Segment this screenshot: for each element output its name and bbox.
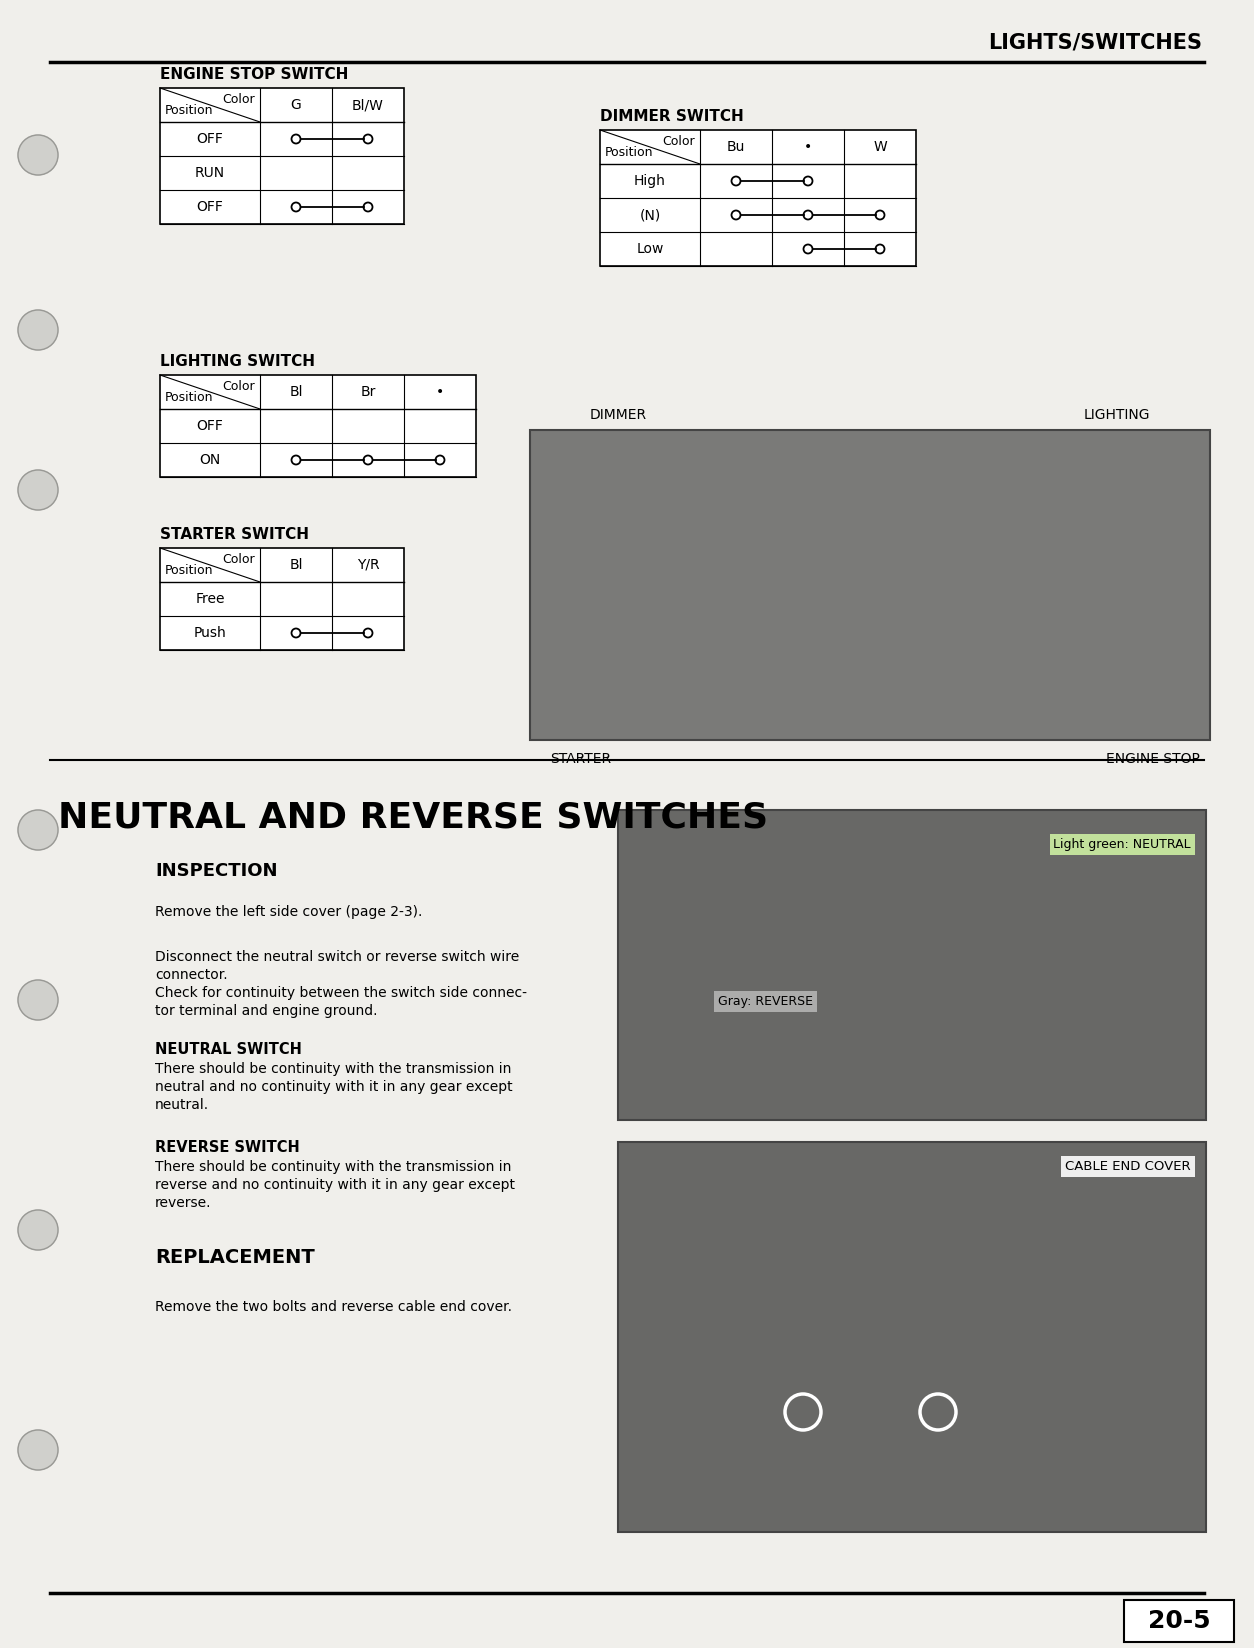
Text: neutral.: neutral.	[155, 1098, 209, 1112]
Text: Disconnect the neutral switch or reverse switch wire: Disconnect the neutral switch or reverse…	[155, 949, 519, 964]
Text: RUN: RUN	[194, 166, 224, 180]
Text: Free: Free	[196, 592, 224, 606]
Bar	[618, 1142, 1206, 1533]
Text: INSPECTION: INSPECTION	[155, 862, 277, 880]
Bar	[161, 549, 404, 649]
Bar	[161, 376, 477, 476]
Text: Light green: NEUTRAL: Light green: NEUTRAL	[1053, 837, 1191, 850]
Text: (N): (N)	[640, 208, 661, 222]
Text: ENGINE STOP: ENGINE STOP	[1106, 751, 1200, 766]
Text: Color: Color	[222, 92, 255, 105]
Text: 20-5: 20-5	[1147, 1608, 1210, 1633]
Text: There should be continuity with the transmission in: There should be continuity with the tran…	[155, 1160, 512, 1173]
Text: Color: Color	[222, 554, 255, 565]
Text: Gray: REVERSE: Gray: REVERSE	[719, 995, 813, 1009]
Text: LIGHTING: LIGHTING	[1083, 409, 1150, 422]
Circle shape	[18, 811, 58, 850]
Text: STARTER SWITCH: STARTER SWITCH	[161, 527, 308, 542]
Text: Check for continuity between the switch side connec-: Check for continuity between the switch …	[155, 986, 527, 1000]
Text: Position: Position	[166, 564, 213, 577]
Bar	[599, 130, 915, 265]
Text: Low: Low	[636, 242, 663, 255]
Text: CABLE END COVER: CABLE END COVER	[1066, 1160, 1191, 1173]
Text: •: •	[436, 386, 444, 399]
Bar	[161, 87, 404, 224]
Text: Remove the left side cover (page 2-3).: Remove the left side cover (page 2-3).	[155, 905, 423, 920]
Text: reverse.: reverse.	[155, 1196, 212, 1210]
Text: NEUTRAL SWITCH: NEUTRAL SWITCH	[155, 1042, 302, 1056]
Text: REPLACEMENT: REPLACEMENT	[155, 1248, 315, 1267]
Bar	[618, 811, 1206, 1121]
Circle shape	[18, 310, 58, 349]
Text: OFF: OFF	[197, 132, 223, 147]
Text: Position: Position	[604, 147, 653, 158]
Text: DIMMER SWITCH: DIMMER SWITCH	[599, 109, 744, 124]
Text: connector.: connector.	[155, 967, 228, 982]
Text: Bl/W: Bl/W	[352, 97, 384, 112]
Text: Color: Color	[222, 381, 255, 392]
Text: Remove the two bolts and reverse cable end cover.: Remove the two bolts and reverse cable e…	[155, 1300, 512, 1313]
Text: STARTER: STARTER	[551, 751, 611, 766]
Text: OFF: OFF	[197, 419, 223, 433]
Text: ON: ON	[199, 453, 221, 466]
Text: Color: Color	[662, 135, 695, 148]
Circle shape	[18, 135, 58, 175]
Text: DIMMER: DIMMER	[589, 409, 647, 422]
Text: Push: Push	[193, 626, 227, 639]
Text: NEUTRAL AND REVERSE SWITCHES: NEUTRAL AND REVERSE SWITCHES	[58, 799, 769, 834]
Text: G: G	[291, 97, 301, 112]
Text: Bu: Bu	[727, 140, 745, 153]
Text: High: High	[635, 175, 666, 188]
Text: reverse and no continuity with it in any gear except: reverse and no continuity with it in any…	[155, 1178, 515, 1192]
Text: Bl: Bl	[290, 559, 302, 572]
Text: neutral and no continuity with it in any gear except: neutral and no continuity with it in any…	[155, 1079, 513, 1094]
Text: LIGHTS/SWITCHES: LIGHTS/SWITCHES	[988, 31, 1203, 53]
Text: LIGHTING SWITCH: LIGHTING SWITCH	[161, 354, 315, 369]
Text: Y/R: Y/R	[356, 559, 379, 572]
Circle shape	[18, 1430, 58, 1470]
Bar	[530, 430, 1210, 740]
Text: Br: Br	[360, 386, 376, 399]
Text: tor terminal and engine ground.: tor terminal and engine ground.	[155, 1004, 377, 1018]
Text: OFF: OFF	[197, 199, 223, 214]
Text: Position: Position	[166, 391, 213, 404]
Text: ENGINE STOP SWITCH: ENGINE STOP SWITCH	[161, 68, 349, 82]
Text: •: •	[804, 140, 813, 153]
Text: Bl: Bl	[290, 386, 302, 399]
Circle shape	[18, 470, 58, 509]
Circle shape	[18, 981, 58, 1020]
Text: There should be continuity with the transmission in: There should be continuity with the tran…	[155, 1061, 512, 1076]
Bar	[1124, 1600, 1234, 1641]
Text: REVERSE SWITCH: REVERSE SWITCH	[155, 1140, 300, 1155]
Text: Position: Position	[166, 104, 213, 117]
Text: W: W	[873, 140, 887, 153]
Circle shape	[18, 1210, 58, 1249]
